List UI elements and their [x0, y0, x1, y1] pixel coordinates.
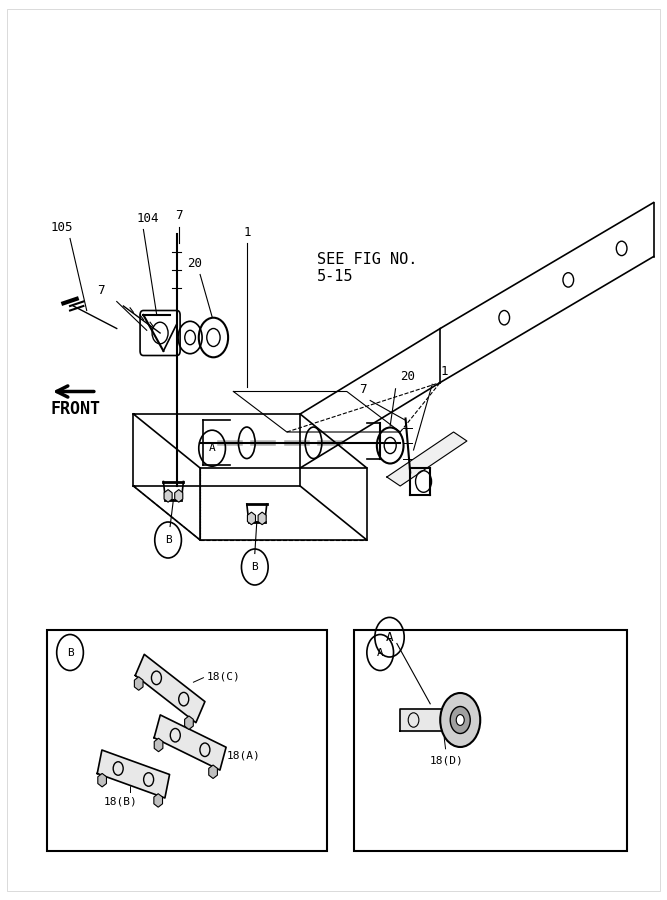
Text: SEE FIG NO.
5-15: SEE FIG NO. 5-15 [317, 252, 417, 284]
Bar [47, 630, 327, 850]
Text: 18(D): 18(D) [430, 755, 464, 766]
Polygon shape [154, 715, 226, 770]
Text: FRONT: FRONT [50, 400, 100, 418]
Text: A: A [386, 631, 394, 644]
Text: 104: 104 [137, 212, 159, 225]
Text: B: B [165, 535, 171, 545]
Text: 1: 1 [243, 226, 251, 239]
Text: A: A [377, 647, 384, 658]
Text: A: A [209, 443, 215, 454]
Polygon shape [135, 654, 205, 723]
Polygon shape [387, 432, 467, 486]
Text: 1: 1 [440, 365, 448, 378]
Text: 18(B): 18(B) [103, 796, 137, 806]
Text: 7: 7 [359, 383, 366, 396]
Text: 7: 7 [97, 284, 104, 297]
Circle shape [440, 693, 480, 747]
Text: 105: 105 [50, 221, 73, 234]
Polygon shape [400, 709, 447, 731]
Text: B: B [67, 647, 73, 658]
Circle shape [450, 706, 470, 733]
Text: 18(C): 18(C) [207, 671, 241, 682]
Text: 20: 20 [400, 370, 415, 382]
Text: 18(A): 18(A) [227, 751, 261, 761]
Polygon shape [97, 750, 169, 798]
Text: 7: 7 [175, 210, 183, 222]
Text: 20: 20 [187, 257, 201, 270]
Circle shape [456, 715, 464, 725]
Text: B: B [251, 562, 258, 572]
Bar [354, 630, 627, 850]
